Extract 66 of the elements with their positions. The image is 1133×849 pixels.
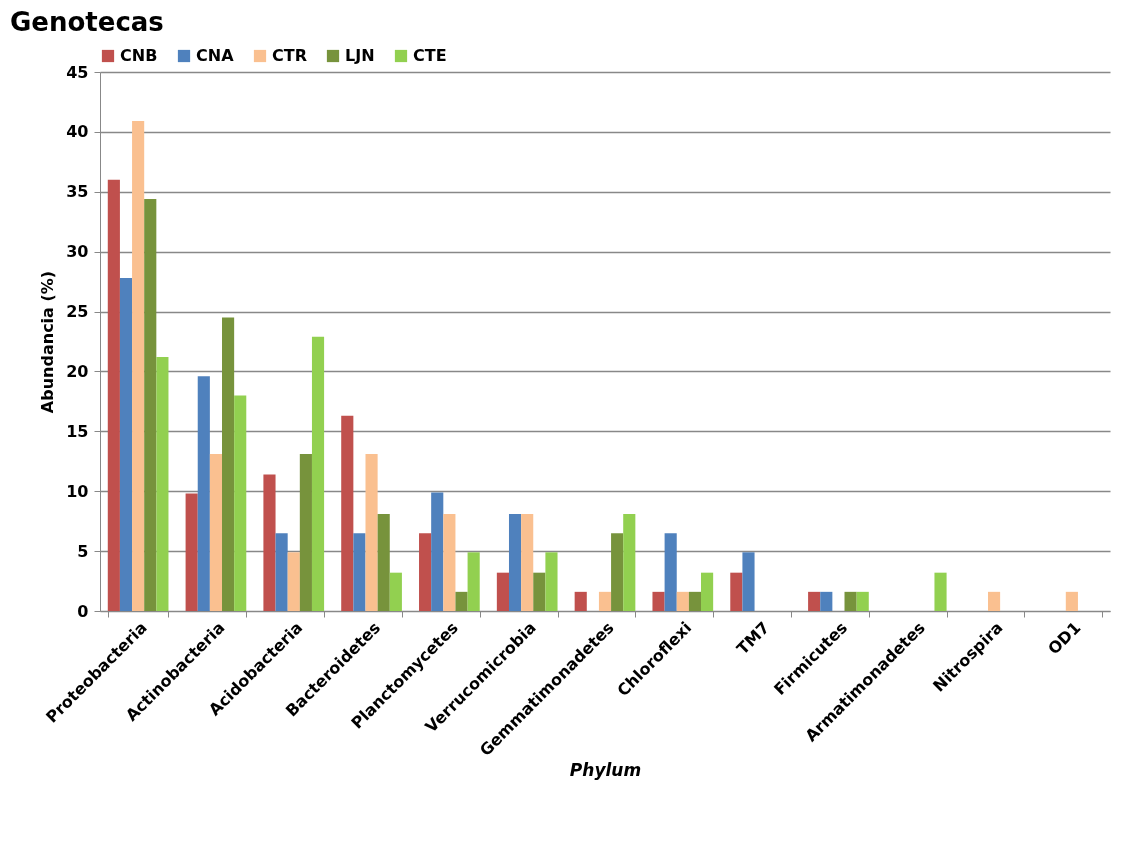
bar — [856, 591, 869, 611]
y-tick-label: 10 — [66, 481, 89, 501]
bar — [533, 572, 546, 611]
y-tick-label: 40 — [66, 122, 89, 142]
bar — [467, 552, 480, 611]
bar — [419, 533, 432, 611]
bar — [844, 591, 857, 611]
bar — [132, 121, 145, 611]
bar — [431, 492, 444, 611]
bar — [742, 552, 755, 611]
legend-label: CTE — [413, 46, 447, 65]
y-tick-label: 30 — [66, 242, 89, 262]
bar — [496, 572, 509, 611]
y-tick-label: 45 — [66, 62, 89, 82]
bar — [598, 591, 612, 611]
bar — [688, 591, 702, 611]
legend-label: CNB — [120, 46, 158, 65]
bar — [574, 591, 587, 611]
bar — [820, 591, 833, 611]
bar — [808, 591, 821, 611]
bar — [234, 395, 247, 611]
legend-label: CTR — [272, 46, 307, 65]
bar — [107, 179, 120, 611]
bar — [222, 317, 235, 611]
bar — [377, 513, 390, 611]
y-axis-title: Abundancia (%) — [38, 270, 58, 414]
bar — [197, 376, 210, 611]
bar — [156, 357, 169, 611]
bar — [611, 533, 624, 611]
legend-label: CNA — [196, 46, 235, 65]
y-tick-label: 15 — [66, 421, 89, 441]
bar — [275, 533, 288, 611]
bar — [287, 552, 300, 611]
bar — [185, 493, 198, 611]
bar — [455, 591, 468, 611]
y-tick-label: 35 — [66, 182, 89, 202]
y-tick-label: 20 — [66, 361, 89, 381]
chart-title: Genotecas — [10, 7, 164, 37]
bar — [119, 278, 133, 611]
bar — [987, 591, 1001, 611]
bar — [545, 552, 558, 611]
y-tick-label: 0 — [77, 601, 89, 621]
bar — [508, 513, 522, 611]
bar — [299, 454, 312, 611]
bar — [365, 454, 378, 611]
bar — [1065, 591, 1078, 611]
bar — [934, 572, 947, 611]
y-tick-label: 25 — [66, 302, 89, 322]
x-axis-title: Phylum — [569, 760, 642, 781]
bar — [341, 415, 354, 611]
bar — [389, 572, 402, 611]
bar — [209, 454, 223, 611]
bar — [144, 198, 157, 611]
bar — [311, 336, 325, 611]
legend-label: LJN — [345, 46, 375, 65]
bar — [652, 591, 665, 611]
y-tick-label: 5 — [77, 541, 89, 561]
bar — [664, 533, 677, 611]
bar — [676, 591, 689, 611]
bar — [623, 513, 636, 611]
bar — [730, 572, 743, 611]
bar — [353, 533, 366, 611]
bar — [521, 513, 534, 611]
bar — [443, 513, 456, 611]
bar — [263, 474, 276, 611]
bar — [701, 572, 714, 611]
